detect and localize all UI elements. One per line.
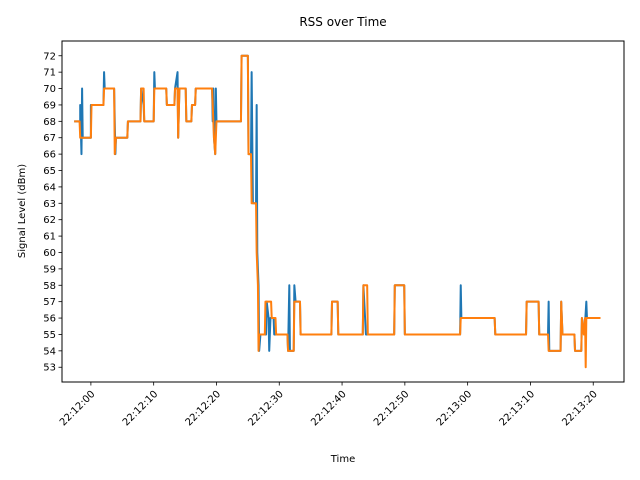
y-tick-label: 65 [43, 166, 56, 177]
y-tick-label: 59 [43, 264, 56, 275]
series-line-2 [74, 54, 601, 369]
y-tick-label: 70 [43, 84, 56, 95]
y-tick-label: 62 [43, 215, 56, 226]
x-tick-label: 22:12:10 [121, 389, 161, 429]
y-tick-label: 58 [43, 281, 56, 292]
y-axis: 53 54 55 56 57 58 59 60 61 62 63 64 65 66 67 68 69 70 71 72 [43, 51, 62, 374]
y-tick-label: 53 [43, 363, 56, 374]
y-tick-label: 71 [43, 68, 56, 79]
x-axis-label: Time [330, 454, 355, 465]
axes-frame [61, 40, 625, 383]
series-layer [74, 54, 601, 369]
x-tick-label: 22:13:00 [435, 389, 475, 429]
y-tick-label: 64 [43, 182, 56, 193]
y-tick-label: 60 [43, 248, 56, 259]
y-tick-label: 63 [43, 199, 56, 210]
y-tick-label: 69 [43, 100, 56, 111]
y-tick-label: 67 [43, 133, 56, 144]
y-tick-label: 55 [43, 330, 56, 341]
y-tick-label: 61 [43, 232, 56, 243]
x-tick-label: 22:12:20 [184, 389, 224, 429]
x-tick-label: 22:13:20 [560, 389, 600, 429]
y-tick-label: 68 [43, 117, 56, 128]
y-tick-label: 57 [43, 297, 56, 308]
x-tick-label: 22:13:10 [498, 389, 538, 429]
y-tick-label: 54 [43, 346, 56, 357]
y-tick-label: 56 [43, 314, 56, 325]
chart-title: RSS over Time [299, 15, 386, 29]
y-tick-label: 66 [43, 150, 56, 161]
x-tick-label: 22:12:00 [58, 389, 98, 429]
x-tick-label: 22:12:50 [372, 389, 412, 429]
x-tick-label: 22:12:40 [309, 389, 349, 429]
y-tick-label: 72 [43, 51, 56, 62]
plot-area [61, 40, 625, 383]
x-tick-label: 22:12:30 [246, 389, 286, 429]
x-axis: 22:12:00 22:12:10 22:12:20 22:12:30 22:12:40… [58, 382, 600, 428]
y-axis-label: Signal Level (dBm) [17, 164, 28, 258]
